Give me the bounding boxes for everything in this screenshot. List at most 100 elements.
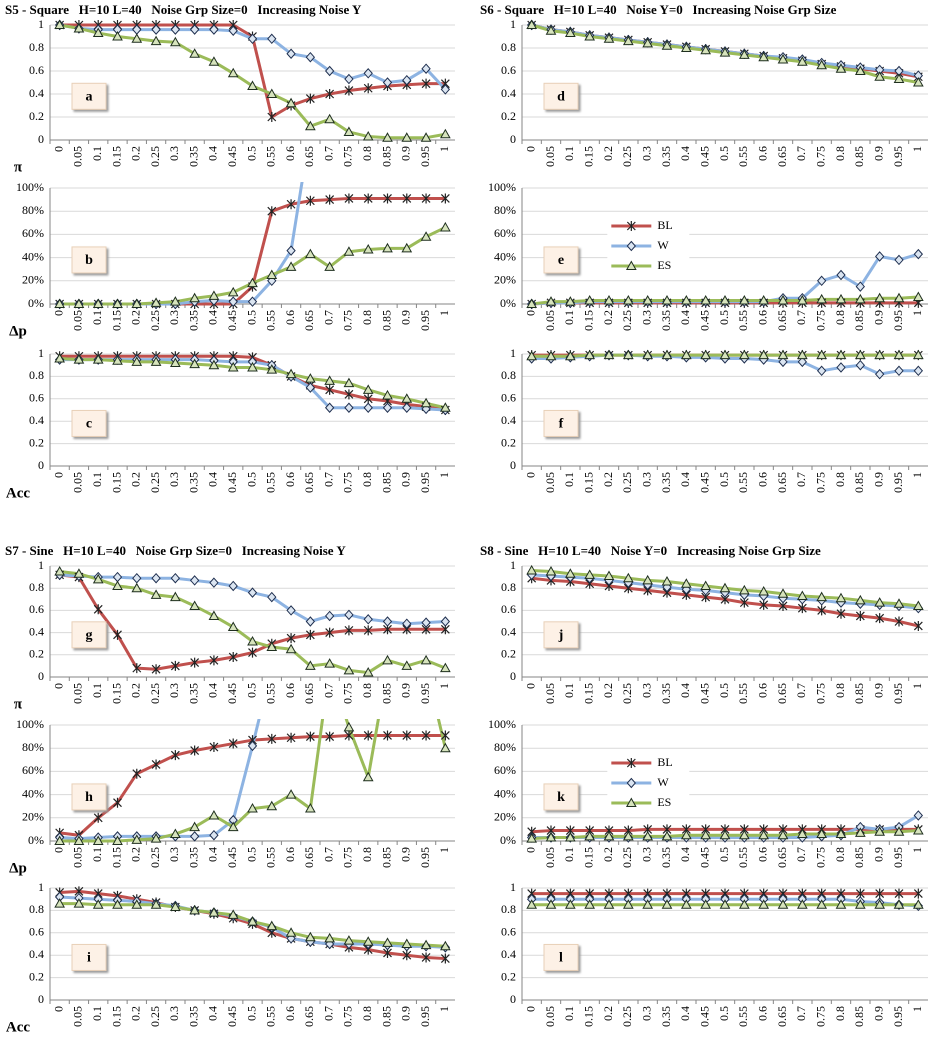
marker — [835, 592, 847, 603]
panel-label-box — [71, 409, 107, 437]
marker — [816, 828, 828, 839]
x-tick-label: 0.45 — [225, 1006, 239, 1027]
marker — [150, 833, 162, 843]
x-tick-label: 0.45 — [225, 310, 239, 331]
marker — [132, 768, 142, 779]
y-axis-label: Acc — [6, 485, 30, 501]
x-tick-label: 0.25 — [620, 1006, 634, 1027]
x-tick-label: 0.1 — [90, 472, 104, 487]
x-tick-label: 0.75 — [813, 146, 827, 167]
marker — [738, 584, 750, 595]
x-tick-label: 0.7 — [321, 310, 335, 325]
marker — [421, 78, 431, 89]
marker — [421, 193, 431, 204]
marker — [325, 384, 335, 395]
marker — [777, 829, 789, 840]
marker — [344, 193, 354, 204]
marker — [189, 600, 200, 610]
x-tick-label: 0.65 — [775, 310, 789, 331]
marker — [324, 65, 335, 77]
y-tick-label: 0% — [500, 296, 516, 310]
marker — [93, 604, 103, 615]
x-tick-label: 0.45 — [225, 472, 239, 493]
marker — [420, 654, 432, 665]
marker — [170, 24, 181, 35]
x-tick-label: 0.95 — [418, 1006, 432, 1027]
marker — [913, 810, 924, 821]
marker — [112, 835, 123, 845]
y-tick-label: 0.6 — [501, 925, 516, 939]
y-tick-label: 60% — [22, 226, 44, 240]
marker — [344, 402, 354, 414]
marker — [584, 30, 596, 41]
marker — [700, 295, 712, 305]
plot — [526, 248, 924, 310]
x-tick-label: 0.2 — [601, 683, 615, 698]
marker — [208, 907, 220, 917]
x-tick-label: 0.8 — [833, 847, 847, 862]
marker — [382, 937, 393, 947]
y-tick-label: 0 — [38, 458, 44, 472]
x-tick-label: 0.2 — [129, 310, 143, 325]
x-tick-label: 0.2 — [129, 146, 143, 161]
marker — [855, 610, 865, 621]
x-tick-label: 0.55 — [264, 472, 278, 493]
x-tick-label: 0.85 — [379, 146, 393, 167]
marker — [54, 298, 65, 308]
marker — [112, 355, 123, 365]
plot — [54, 886, 451, 964]
marker — [626, 240, 636, 252]
y-axis-label: Acc — [6, 1019, 30, 1035]
x-tick-label: 0.3 — [167, 1006, 181, 1021]
marker — [266, 641, 278, 652]
marker — [209, 829, 219, 841]
marker — [894, 616, 904, 627]
marker — [894, 254, 904, 266]
marker — [324, 610, 335, 622]
x-tick-label: 0.25 — [620, 310, 634, 331]
marker — [912, 76, 924, 87]
marker — [92, 27, 104, 38]
y-tick-label: 60% — [22, 763, 44, 777]
x-tick-label: 0.35 — [186, 310, 200, 331]
marker — [151, 24, 161, 35]
y-tick-label: 0% — [500, 833, 516, 847]
marker — [796, 828, 808, 839]
panel-label-box — [71, 246, 107, 274]
marker — [797, 603, 807, 614]
y-tick-label: 100% — [16, 180, 44, 194]
x-tick-label: 0.4 — [678, 472, 692, 487]
marker — [758, 51, 770, 62]
panel-label-box — [71, 783, 107, 811]
marker — [131, 834, 143, 844]
x-tick-label: 0.55 — [264, 146, 278, 167]
x-tick-label: 0.05 — [71, 146, 85, 167]
marker — [700, 829, 712, 840]
marker — [913, 248, 924, 260]
marker — [835, 349, 847, 360]
marker — [382, 402, 393, 414]
x-tick-label: 0.15 — [109, 683, 123, 704]
panel: 0% 20% 40% 60% 80% 100% 0 0.05 0.1 0.15 0.2 0.25 0.3… — [488, 717, 928, 868]
marker — [228, 738, 238, 749]
marker — [874, 349, 886, 360]
y-tick-label: 0 — [510, 992, 516, 1006]
marker — [626, 777, 636, 789]
marker — [189, 24, 200, 35]
plot — [54, 351, 451, 416]
x-tick-label: 0.85 — [379, 847, 393, 868]
x-tick-label: 0.95 — [418, 146, 432, 167]
panel-label-box — [71, 82, 107, 110]
marker — [835, 899, 847, 909]
x-tick-label: 0.45 — [225, 847, 239, 868]
x-tick-label: 0 — [523, 683, 537, 689]
x-tick-label: 0.9 — [871, 146, 885, 161]
x-tick-label: 0.2 — [601, 146, 615, 161]
marker — [680, 829, 692, 840]
panel-label: h — [85, 790, 93, 805]
y-tick-label: 0 — [38, 992, 44, 1006]
x-tick-label: 0.2 — [601, 472, 615, 487]
x-tick-label: 0.15 — [581, 847, 595, 868]
marker — [73, 568, 85, 578]
marker — [247, 296, 258, 307]
